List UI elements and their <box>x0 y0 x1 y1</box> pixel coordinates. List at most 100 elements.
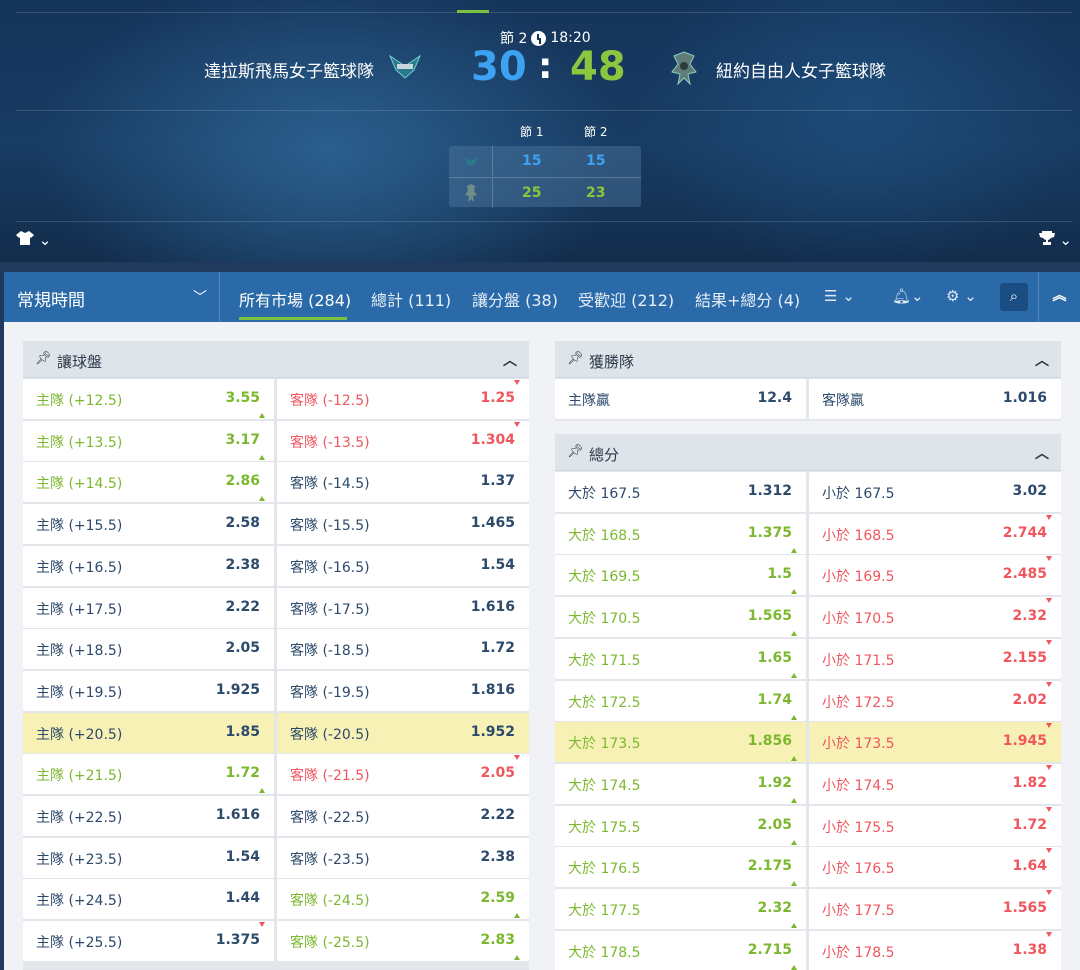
odds-cell[interactable]: 大於 172.5 1.74 <box>555 680 806 721</box>
odds-cell[interactable]: 小於 176.5 1.64 <box>809 847 1061 888</box>
odds-value: 1.74 <box>757 691 792 708</box>
gear-icon[interactable]: ⚙ ⌄ <box>946 287 977 305</box>
odds-value: 2.05 <box>480 765 515 782</box>
odds-cell[interactable]: 主隊 (+23.5) 1.54 <box>23 837 274 878</box>
odds-cell[interactable]: 主隊 (+25.5) 1.375 <box>23 921 274 962</box>
totals-panel-header[interactable]: 📌︎ 總分 ︿ <box>555 434 1061 471</box>
odds-cell[interactable]: 大於 178.5 2.715 <box>555 930 806 970</box>
panel-title: 總分 <box>589 446 620 464</box>
odds-cell[interactable]: 主隊 (+18.5) 2.05 <box>23 629 274 670</box>
odds-value: 1.64 <box>1012 858 1047 875</box>
odds-cell[interactable]: 客隊 (-19.5) 1.816 <box>277 670 529 711</box>
odds-cell[interactable]: 主隊 (+22.5) 1.616 <box>23 796 274 836</box>
odds-value: 1.54 <box>480 556 515 573</box>
odds-cell[interactable]: 客隊 (-25.5) 2.83 <box>277 921 529 962</box>
odds-cell[interactable]: 主隊 (+16.5) 2.38 <box>23 545 274 586</box>
odds-cell[interactable]: 主隊 (+21.5) 1.72 <box>23 754 274 795</box>
odds-cell[interactable]: 客隊 (-24.5) 2.59 <box>277 879 529 920</box>
selection-label: 主隊贏 <box>568 393 610 409</box>
odds-cell[interactable]: 主隊 (+15.5) 2.58 <box>23 504 274 545</box>
double-chevron-up-icon: ︽ <box>1052 288 1067 304</box>
tab-all-markets[interactable]: 所有市場 (284) <box>239 291 352 310</box>
search-button[interactable]: ⌕ <box>1000 283 1028 311</box>
odds-cell[interactable]: 小於 175.5 1.72 <box>809 805 1061 846</box>
odds-cell[interactable]: 客隊 (-15.5) 1.465 <box>277 504 529 545</box>
jersey-menu[interactable]: ⌄ <box>16 231 51 249</box>
tab-result-total[interactable]: 結果+總分 (4) <box>695 291 801 310</box>
odds-cell[interactable]: 小於 169.5 2.485 <box>809 555 1061 596</box>
odds-cell[interactable]: 客隊 (-18.5) 1.72 <box>277 629 529 670</box>
selection-label: 主隊 (+15.5) <box>36 518 123 535</box>
odds-cell[interactable]: 小於 167.5 3.02 <box>809 472 1061 512</box>
odds-cell[interactable]: 小於 174.5 1.82 <box>809 763 1061 804</box>
pin-icon[interactable]: 📌︎ <box>567 444 584 459</box>
odds-value: 1.565 <box>747 608 792 625</box>
selection-label: 主隊 (+14.5) <box>36 476 123 493</box>
winner-panel-header[interactable]: 📌︎ 獲勝隊 ︿ <box>555 341 1061 378</box>
odds-cell[interactable]: 客隊 (-20.5) 1.952 <box>277 712 529 753</box>
odds-cell[interactable]: 客隊 (-12.5) 1.25 <box>277 379 529 419</box>
odds-cell-away-win[interactable]: 客隊贏 1.016 <box>809 379 1061 419</box>
chevron-up-icon[interactable]: ︿ <box>503 353 517 369</box>
odds-cell[interactable]: 客隊 (-16.5) 1.54 <box>277 545 529 586</box>
trophy-menu[interactable]: ⌄ <box>1038 231 1072 249</box>
odds-cell-home-win[interactable]: 主隊贏 12.4 <box>555 379 806 419</box>
odds-down-icon <box>1046 806 1052 812</box>
odds-cell[interactable]: 主隊 (+13.5) 3.17 <box>23 420 274 461</box>
chevron-up-icon[interactable]: ︿ <box>1035 446 1049 462</box>
tab-totals[interactable]: 總計 (111) <box>371 291 452 310</box>
odds-cell[interactable]: 客隊 (-22.5) 2.22 <box>277 796 529 836</box>
collapse-button[interactable]: ︽ <box>1038 272 1080 322</box>
chevron-up-icon[interactable]: ︿ <box>1035 353 1049 369</box>
odds-cell[interactable]: 小於 168.5 2.744 <box>809 513 1061 554</box>
odds-cell[interactable]: 小於 171.5 2.155 <box>809 638 1061 679</box>
odds-cell[interactable]: 主隊 (+17.5) 2.22 <box>23 587 274 628</box>
odds-cell[interactable]: 大於 169.5 1.5 <box>555 555 806 596</box>
selection-label: 主隊 (+13.5) <box>36 434 123 451</box>
away-team-name: 紐約自由人女子籃球隊 <box>716 62 886 82</box>
divider <box>16 221 1072 222</box>
odds-cell[interactable]: 大於 176.5 2.175 <box>555 847 806 888</box>
odds-cell[interactable]: 主隊 (+20.5) 1.85 <box>23 712 274 753</box>
pin-icon[interactable]: 📌︎ <box>35 351 52 366</box>
selection-label: 小於 169.5 <box>822 569 895 586</box>
odds-cell[interactable]: 客隊 (-14.5) 1.37 <box>277 462 529 503</box>
odds-up-icon <box>514 955 520 961</box>
handicap-panel-header[interactable]: 📌︎ 讓球盤 ︿ <box>23 341 529 378</box>
odds-cell[interactable]: 小於 173.5 1.945 <box>809 722 1061 763</box>
odds-cell[interactable]: 大於 175.5 2.05 <box>555 805 806 846</box>
list-menu-icon[interactable]: ☰ ⌄ <box>824 287 855 305</box>
odds-cell[interactable]: 大於 173.5 1.856 <box>555 722 806 763</box>
odds-cell[interactable]: 大於 171.5 1.65 <box>555 638 806 679</box>
odds-cell[interactable]: 小於 178.5 1.38 <box>809 930 1061 970</box>
odds-value: 1.565 <box>1002 900 1047 916</box>
selection-label: 客隊 (-23.5) <box>290 851 370 868</box>
odds-cell[interactable]: 大於 167.5 1.312 <box>555 472 806 512</box>
odds-cell[interactable]: 大於 170.5 1.565 <box>555 597 806 638</box>
bell-icon[interactable]: 🔔︎⌄ <box>892 287 924 305</box>
odds-cell[interactable]: 客隊 (-21.5) 2.05 <box>277 754 529 795</box>
odds-cell[interactable]: 客隊 (-13.5) 1.304 <box>277 420 529 461</box>
tab-handicap[interactable]: 讓分盤 (38) <box>472 291 558 310</box>
odds-cell[interactable]: 客隊 (-23.5) 2.38 <box>277 837 529 878</box>
selection-label: 主隊 (+18.5) <box>36 643 123 660</box>
selection-label: 小於 171.5 <box>822 652 895 669</box>
odds-up-icon <box>791 631 797 637</box>
odds-cell[interactable]: 大於 168.5 1.375 <box>555 513 806 554</box>
search-icon: ⌕ <box>1009 287 1019 305</box>
period-selector[interactable]: 常規時間 ﹀ <box>4 272 220 322</box>
odds-cell[interactable]: 主隊 (+24.5) 1.44 <box>23 879 274 920</box>
odds-cell[interactable]: 大於 177.5 2.32 <box>555 889 806 929</box>
pin-icon[interactable]: 📌︎ <box>567 351 584 366</box>
odds-cell[interactable]: 小於 177.5 1.565 <box>809 889 1061 929</box>
odds-cell[interactable]: 主隊 (+14.5) 2.86 <box>23 462 274 503</box>
odds-cell[interactable]: 小於 170.5 2.32 <box>809 597 1061 638</box>
odds-cell[interactable]: 主隊 (+19.5) 1.925 <box>23 670 274 711</box>
odds-cell[interactable]: 客隊 (-17.5) 1.616 <box>277 587 529 628</box>
odds-value: 3.17 <box>225 431 260 448</box>
selection-label: 客隊 (-21.5) <box>290 768 370 785</box>
odds-cell[interactable]: 小於 172.5 2.02 <box>809 680 1061 721</box>
odds-cell[interactable]: 大於 174.5 1.92 <box>555 763 806 804</box>
tab-popular[interactable]: 受歡迎 (212) <box>578 291 675 310</box>
odds-cell[interactable]: 主隊 (+12.5) 3.55 <box>23 379 274 419</box>
